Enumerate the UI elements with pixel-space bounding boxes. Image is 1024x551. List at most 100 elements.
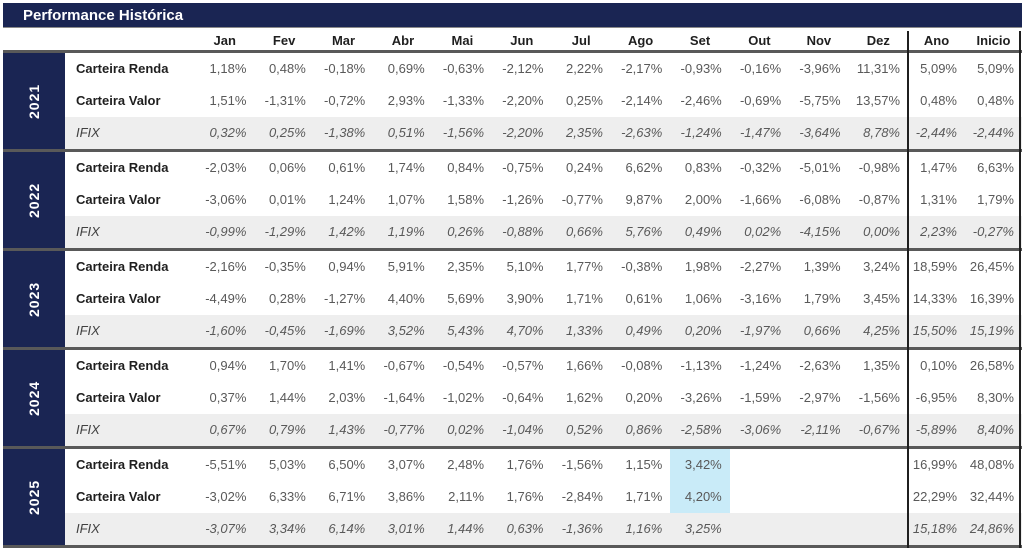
value-cell: -1,97% <box>739 323 782 338</box>
value-cell: -1,69% <box>324 323 366 338</box>
value-cell: -1,24% <box>739 358 782 373</box>
value-cell: 1,47% <box>920 160 957 175</box>
value-cell: -1,60% <box>205 323 247 338</box>
value-cell: -0,38% <box>621 259 663 274</box>
year-label: 2025 <box>3 449 65 545</box>
value-cell: 5,76% <box>625 224 663 239</box>
value-cell: 0,94% <box>209 358 247 373</box>
value-cell: 6,33% <box>268 489 306 504</box>
value-cell: 1,70% <box>268 358 306 373</box>
value-cell <box>730 513 789 545</box>
month-header-mai: Mai <box>451 33 474 48</box>
value-cell: 1,79% <box>803 291 841 306</box>
value-cell: -1,47% <box>739 125 782 140</box>
month-header-jan: Jan <box>213 33 236 48</box>
value-cell: 2,00% <box>684 192 722 207</box>
value-cell: 1,33% <box>566 323 603 338</box>
value-cell <box>849 481 908 513</box>
value-cell: -0,27% <box>972 224 1014 239</box>
value-cell: 1,76% <box>506 457 544 472</box>
value-cell: 5,69% <box>447 291 485 306</box>
value-cell: -0,99% <box>205 224 247 239</box>
month-header-abr: Abr <box>391 33 415 48</box>
value-cell: -2,27% <box>739 259 782 274</box>
value-cell: 2,48% <box>447 457 485 472</box>
value-cell: 0,49% <box>684 224 722 239</box>
table-row: Carteira Valor 0,37% 1,44% 2,03% -1,64% -1,02… <box>65 382 1022 414</box>
value-cell <box>730 449 789 481</box>
value-cell: 11,31% <box>856 61 900 76</box>
value-cell: -1,38% <box>324 125 366 140</box>
value-cell: -3,06% <box>739 422 782 437</box>
value-cell: -6,08% <box>799 192 841 207</box>
value-cell: 6,62% <box>625 160 663 175</box>
value-cell: 5,43% <box>447 323 485 338</box>
value-cell: 8,30% <box>977 390 1014 405</box>
value-cell: 3,86% <box>387 489 425 504</box>
value-cell: -2,44% <box>915 125 957 140</box>
value-cell: 48,08% <box>969 457 1014 472</box>
value-cell: -1,56% <box>858 390 900 405</box>
summary-header-ano: Ano <box>923 33 950 48</box>
value-cell: -0,45% <box>264 323 306 338</box>
value-cell: -2,84% <box>561 489 603 504</box>
row-label: Carteira Valor <box>76 291 161 306</box>
value-cell: 0,83% <box>684 160 722 175</box>
value-cell: -2,58% <box>680 422 722 437</box>
row-label: Carteira Renda <box>76 457 169 472</box>
row-label: Carteira Renda <box>76 61 169 76</box>
value-cell: 1,39% <box>803 259 841 274</box>
value-cell: 0,20% <box>625 390 663 405</box>
value-cell: 8,78% <box>863 125 900 140</box>
value-cell: 3,34% <box>268 521 306 536</box>
value-cell: 0,06% <box>268 160 306 175</box>
value-cell <box>849 449 908 481</box>
table-row: Carteira Renda -2,16% -0,35% 0,94% 5,91% 2,35… <box>65 251 1022 283</box>
row-label: Carteira Valor <box>76 390 161 405</box>
value-cell: 18,59% <box>912 259 957 274</box>
value-cell: 0,24% <box>566 160 603 175</box>
value-cell: 16,39% <box>969 291 1014 306</box>
value-cell: -2,97% <box>799 390 841 405</box>
group-separator <box>3 149 1022 152</box>
value-cell: -2,44% <box>972 125 1014 140</box>
value-cell: 1,71% <box>625 489 663 504</box>
table-title-bar: Performance Histórica <box>3 3 1022 28</box>
value-cell: 3,45% <box>863 291 900 306</box>
value-cell: -2,63% <box>621 125 663 140</box>
value-cell <box>789 513 848 545</box>
value-cell: -2,46% <box>680 93 722 108</box>
year-group-2022: 2022 Carteira Renda -2,03% 0,06% 0,61% 1,74% 0… <box>3 152 1022 248</box>
value-cell: 0,61% <box>625 291 663 306</box>
value-cell: 0,25% <box>268 125 306 140</box>
value-cell: -2,17% <box>621 61 663 76</box>
value-cell: 1,71% <box>566 291 603 306</box>
group-separator <box>3 248 1022 251</box>
value-cell: 1,19% <box>387 224 425 239</box>
value-cell: 0,84% <box>447 160 485 175</box>
table-row: Carteira Renda -5,51% 5,03% 6,50% 3,07% 2,48%… <box>65 449 1022 481</box>
month-header-set: Set <box>689 33 711 48</box>
value-cell: 2,35% <box>566 125 603 140</box>
value-cell: -1,27% <box>324 291 366 306</box>
value-cell: 1,98% <box>684 259 722 274</box>
value-cell: -2,16% <box>205 259 247 274</box>
value-cell: -0,67% <box>858 422 900 437</box>
value-cell: 1,74% <box>387 160 425 175</box>
value-cell: -0,57% <box>502 358 544 373</box>
value-cell: 1,41% <box>328 358 366 373</box>
value-cell: 1,18% <box>209 61 247 76</box>
value-cell: 0,51% <box>387 125 425 140</box>
value-cell: -6,95% <box>915 390 957 405</box>
value-cell: 3,07% <box>387 457 425 472</box>
table-row: Carteira Valor 1,51% -1,31% -0,72% 2,93% -1,3… <box>65 85 1022 117</box>
value-cell: 3,52% <box>387 323 425 338</box>
value-cell: -3,06% <box>205 192 247 207</box>
value-cell: -0,77% <box>383 422 425 437</box>
month-header-fev: Fev <box>272 33 296 48</box>
table-title: Performance Histórica <box>23 7 184 24</box>
value-cell: -1,56% <box>442 125 485 140</box>
value-cell: 3,25% <box>684 521 722 536</box>
value-cell: 9,87% <box>625 192 663 207</box>
value-cell: -0,98% <box>858 160 900 175</box>
